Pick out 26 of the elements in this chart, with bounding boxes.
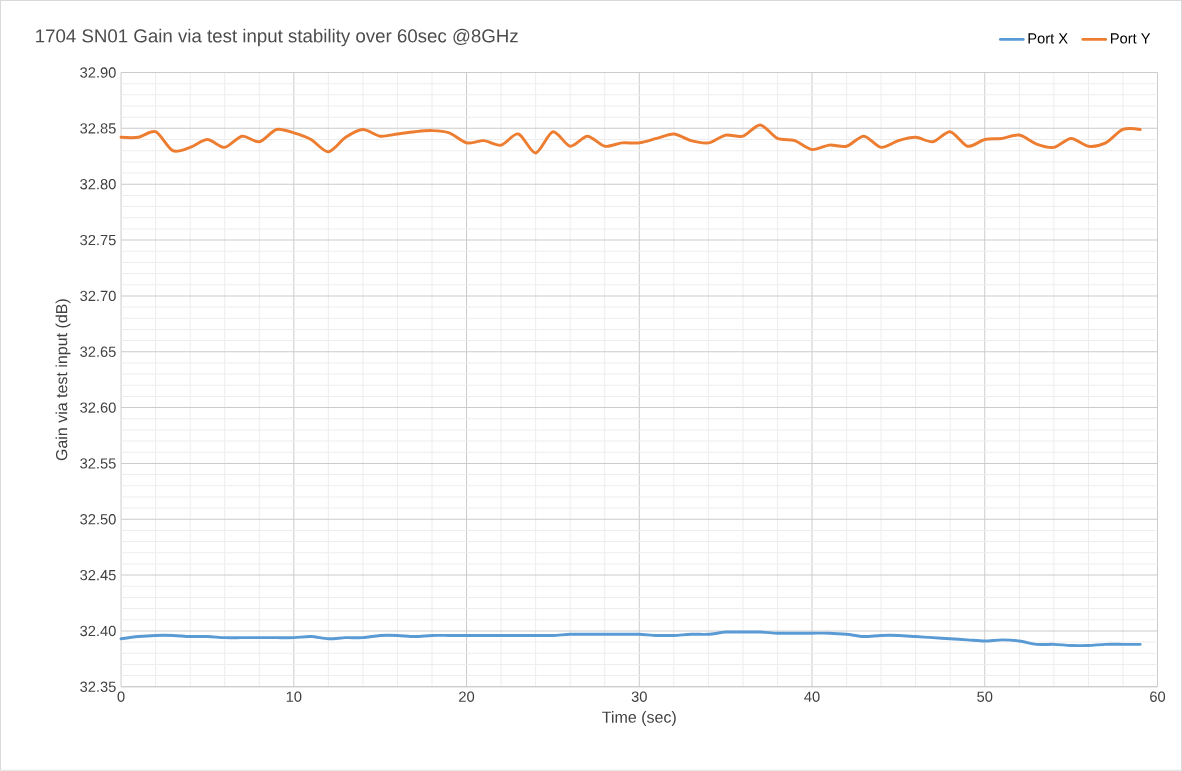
y-tick-label: 32.60: [80, 402, 116, 413]
y-tick-label: 32.85: [80, 123, 116, 134]
y-axis-title: Gain via test input (dB): [55, 299, 71, 461]
y-tick-label: 32.65: [80, 346, 116, 358]
y-tick-label: 32.80: [80, 179, 116, 190]
x-axis-title: Time (sec): [602, 711, 676, 727]
y-tick-label: 32.70: [80, 290, 116, 302]
y-tick-label: 32.90: [80, 67, 116, 78]
y-tick-label: 32.40: [80, 625, 116, 637]
x-tick-label: 20: [459, 691, 475, 702]
line-series: [119, 630, 1142, 648]
x-tick-label: 10: [286, 691, 302, 702]
x-tick-label: 60: [1150, 691, 1166, 702]
y-tick-label: 32.75: [80, 234, 116, 246]
y-tick-label: 32.55: [80, 458, 116, 469]
x-tick-label: 50: [977, 691, 993, 702]
chart-title: 1704 SN01 Gain via test input stability over 60sec @8GHz: [36, 28, 518, 47]
y-tick-label: 32.35: [80, 681, 116, 693]
legend-label: Port Y: [1111, 33, 1151, 44]
x-tick-label: 40: [804, 691, 820, 702]
line-series: [119, 123, 1142, 155]
x-tick-label: 0: [117, 691, 125, 702]
y-tick-label: 32.45: [80, 570, 116, 581]
legend-label: Port X: [1028, 33, 1068, 44]
x-tick-label: 30: [631, 691, 647, 702]
y-tick-label: 32.50: [80, 514, 116, 525]
